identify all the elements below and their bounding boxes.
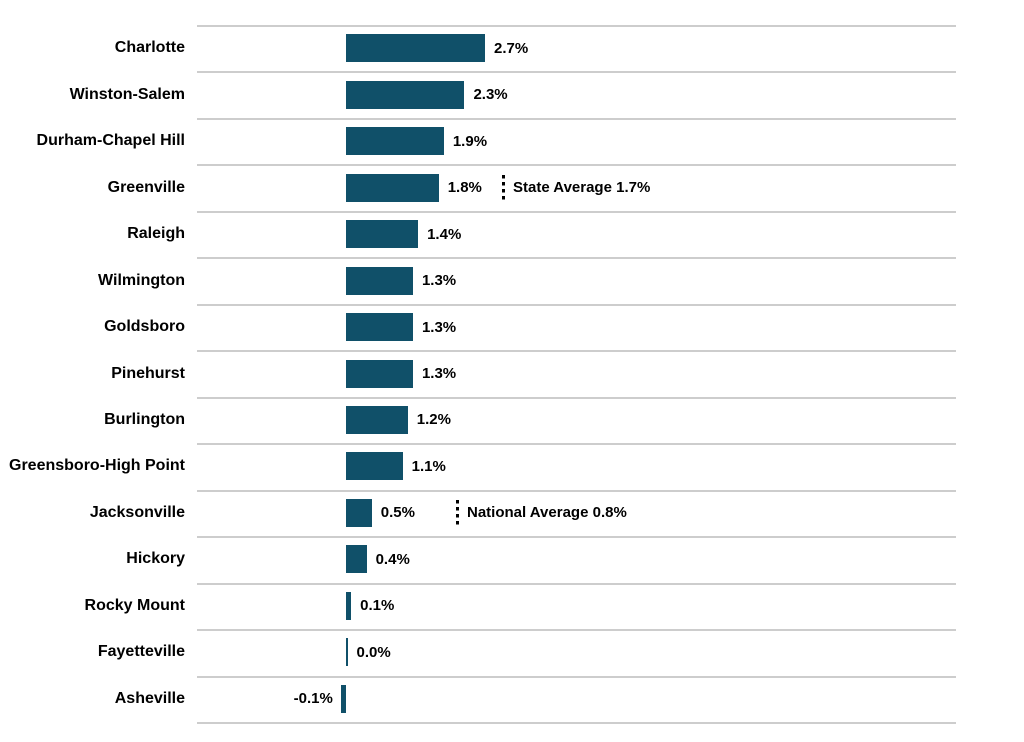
category-label: Greensboro-High Point: [9, 457, 185, 475]
bar: [346, 173, 439, 202]
row-separator: [197, 164, 956, 167]
category-label: Pinehurst: [111, 364, 185, 382]
row-separator: [197, 303, 956, 306]
row-separator: [197, 536, 956, 539]
value-label: 0.4%: [375, 550, 410, 568]
value-label: 1.4%: [427, 225, 462, 243]
chart-bottom-separator: [197, 722, 956, 725]
row-separator: [197, 629, 956, 632]
row-separator: [197, 117, 956, 120]
category-label: Greenville: [107, 178, 185, 196]
category-label: Raleigh: [127, 225, 185, 243]
value-label: 0.1%: [360, 597, 395, 615]
bar: [346, 34, 486, 63]
bar: [346, 220, 419, 249]
row-separator: [197, 350, 956, 353]
chart-row: Durham-Chapel Hill 1.9%: [0, 117, 1024, 164]
chart-row: Fayetteville 0.0%: [0, 629, 1024, 675]
category-label: Winston-Salem: [69, 85, 185, 103]
value-label: 1.3%: [421, 365, 457, 383]
bar: [346, 80, 465, 109]
category-label: Goldsboro: [104, 318, 185, 336]
category-label: Rocky Mount: [84, 596, 185, 614]
value-label: 0.0%: [356, 643, 391, 661]
category-label: Durham-Chapel Hill: [36, 132, 185, 150]
chart-row: Goldsboro 1.3%: [0, 303, 1024, 350]
bar: [346, 127, 444, 156]
value-label: 1.3%: [421, 318, 457, 336]
value-label: 2.3%: [473, 86, 508, 104]
bar: [340, 684, 346, 713]
bar: [346, 498, 372, 527]
chart-row: Hickory 0.4%: [0, 536, 1024, 582]
row-separator: [197, 257, 956, 260]
chart-row: Raleigh 1.4%: [0, 210, 1024, 257]
bar: [346, 313, 413, 342]
row-separator: [197, 25, 956, 27]
category-label: Asheville: [114, 689, 185, 707]
value-label: 1.2%: [416, 411, 451, 429]
row-separator: [197, 582, 956, 585]
value-label: 1.1%: [411, 457, 446, 475]
bar: [346, 591, 352, 620]
average-annotation: State Average 1.7%: [502, 164, 650, 210]
chart-row: Charlotte 2.7%: [0, 25, 1024, 71]
annotation-label: State Average 1.7%: [513, 179, 651, 197]
value-label: 1.9%: [452, 132, 488, 150]
category-label: Jacksonville: [89, 503, 185, 521]
average-annotation: National Average 0.8%: [456, 490, 627, 536]
value-label: -0.1%: [293, 690, 333, 708]
category-label: Burlington: [104, 410, 185, 428]
category-label: Hickory: [126, 550, 185, 568]
row-separator: [197, 443, 956, 446]
value-label: 0.5%: [380, 504, 415, 522]
chart-row: Jacksonville 0.5% National Average 0.8%: [0, 489, 1024, 536]
chart-row: Greensboro-High Point 1.1%: [0, 443, 1024, 489]
chart-row: Pinehurst 1.3%: [0, 350, 1024, 396]
value-label: 1.8%: [447, 179, 482, 197]
row-separator: [197, 71, 956, 74]
bar: [346, 266, 413, 295]
category-label: Fayetteville: [97, 643, 185, 661]
bar: [346, 405, 408, 434]
chart-row: Rocky Mount 0.1%: [0, 582, 1024, 629]
chart-row: Wilmington 1.3%: [0, 257, 1024, 303]
chart-row: Burlington 1.2%: [0, 396, 1024, 443]
bar: [346, 452, 403, 481]
category-label: Charlotte: [114, 39, 185, 57]
chart-row: Greenville 1.8% State Average 1.7%: [0, 164, 1024, 210]
annotation-label: National Average 0.8%: [467, 504, 627, 522]
chart-row: Asheville -0.1%: [0, 675, 1024, 722]
bar: [346, 545, 367, 574]
dotted-line-icon: [502, 175, 505, 201]
dotted-line-icon: [456, 500, 459, 526]
value-label: 1.3%: [421, 272, 457, 290]
category-label: Wilmington: [98, 271, 185, 289]
row-separator: [197, 210, 956, 213]
bar: [346, 638, 348, 667]
value-label: 2.7%: [494, 39, 529, 57]
chart-row: Winston-Salem 2.3%: [0, 71, 1024, 117]
row-separator: [197, 675, 956, 678]
bar: [346, 359, 413, 388]
row-separator: [197, 396, 956, 399]
row-separator: [197, 489, 956, 492]
